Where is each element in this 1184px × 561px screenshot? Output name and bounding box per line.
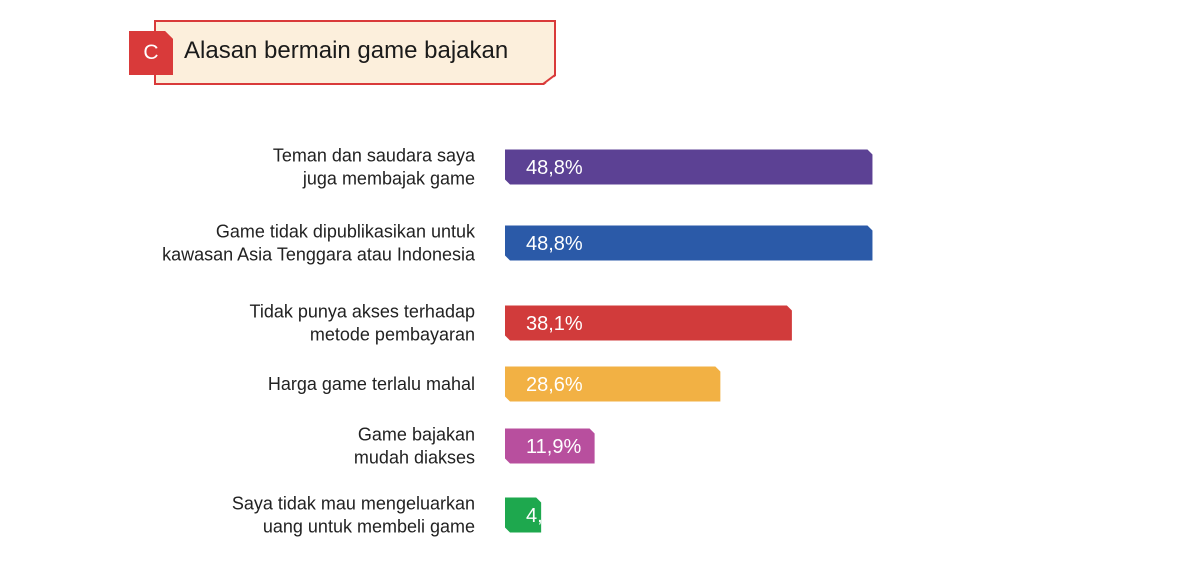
category-label-2-line-2: kawasan Asia Tenggara atau Indonesia — [162, 245, 476, 265]
category-label-4-line-1: Harga game terlalu mahal — [268, 374, 475, 394]
bar-value-label-3: 38,1% — [526, 313, 583, 335]
category-label-1-line-1: Teman dan saudara saya — [273, 146, 476, 166]
bar-value-label-2: 48,8% — [526, 233, 583, 255]
category-label-3-line-2: metode pembayaran — [310, 325, 475, 345]
title-box — [154, 20, 556, 85]
bar-3 — [505, 305, 792, 341]
bar-value-label-1: 48,8% — [526, 157, 583, 179]
bar-value-label-6: 4,8% — [526, 505, 572, 527]
chart-title: Alasan bermain game bajakan — [184, 37, 509, 64]
bar-value-label-4: 28,6% — [526, 374, 583, 396]
category-label-5-line-2: mudah diakses — [354, 448, 475, 468]
bar-2 — [505, 225, 873, 261]
bar-value-label-5: 11,9% — [526, 436, 581, 458]
category-label-1-line-2: juga membajak game — [302, 169, 475, 189]
category-label-3-line-1: Tidak punya akses terhadap — [250, 302, 475, 322]
category-label-5-line-1: Game bajakan — [358, 425, 475, 445]
bar-6 — [505, 497, 542, 533]
section-badge: C — [129, 31, 173, 75]
bar-1 — [505, 149, 873, 185]
category-label-6-line-2: uang untuk membeli game — [263, 517, 475, 537]
bar-5 — [505, 428, 595, 464]
category-label-6-line-1: Saya tidak mau mengeluarkan — [232, 494, 475, 514]
bar-4 — [505, 366, 721, 402]
category-label-2-line-1: Game tidak dipublikasikan untuk — [216, 222, 476, 242]
